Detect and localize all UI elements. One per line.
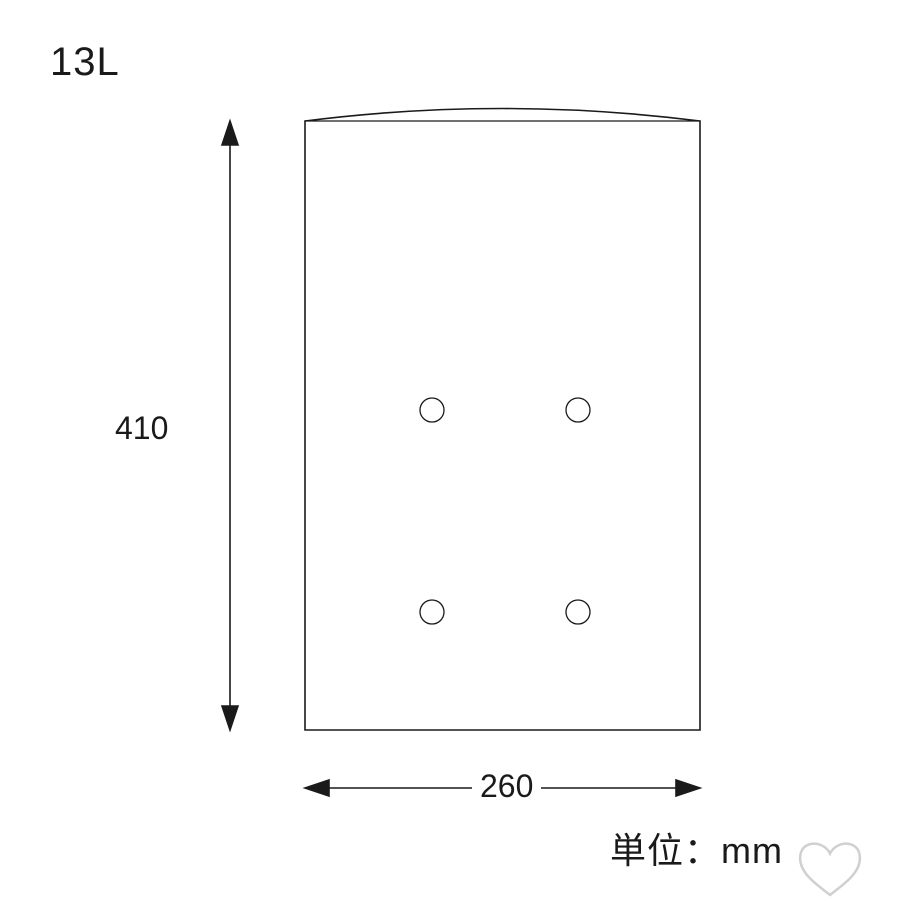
height-dimension xyxy=(222,121,238,730)
size-title: 13L xyxy=(50,40,120,85)
height-value-label: 410 xyxy=(115,410,168,447)
unit-label: 単位：mm xyxy=(610,822,783,874)
bag-outline xyxy=(305,109,700,731)
dimension-drawing-svg xyxy=(0,0,900,900)
width-value-label: 260 xyxy=(472,768,541,805)
diagram-stage: 13L 410 xyxy=(0,0,900,900)
favorite-heart-icon[interactable] xyxy=(800,844,860,895)
